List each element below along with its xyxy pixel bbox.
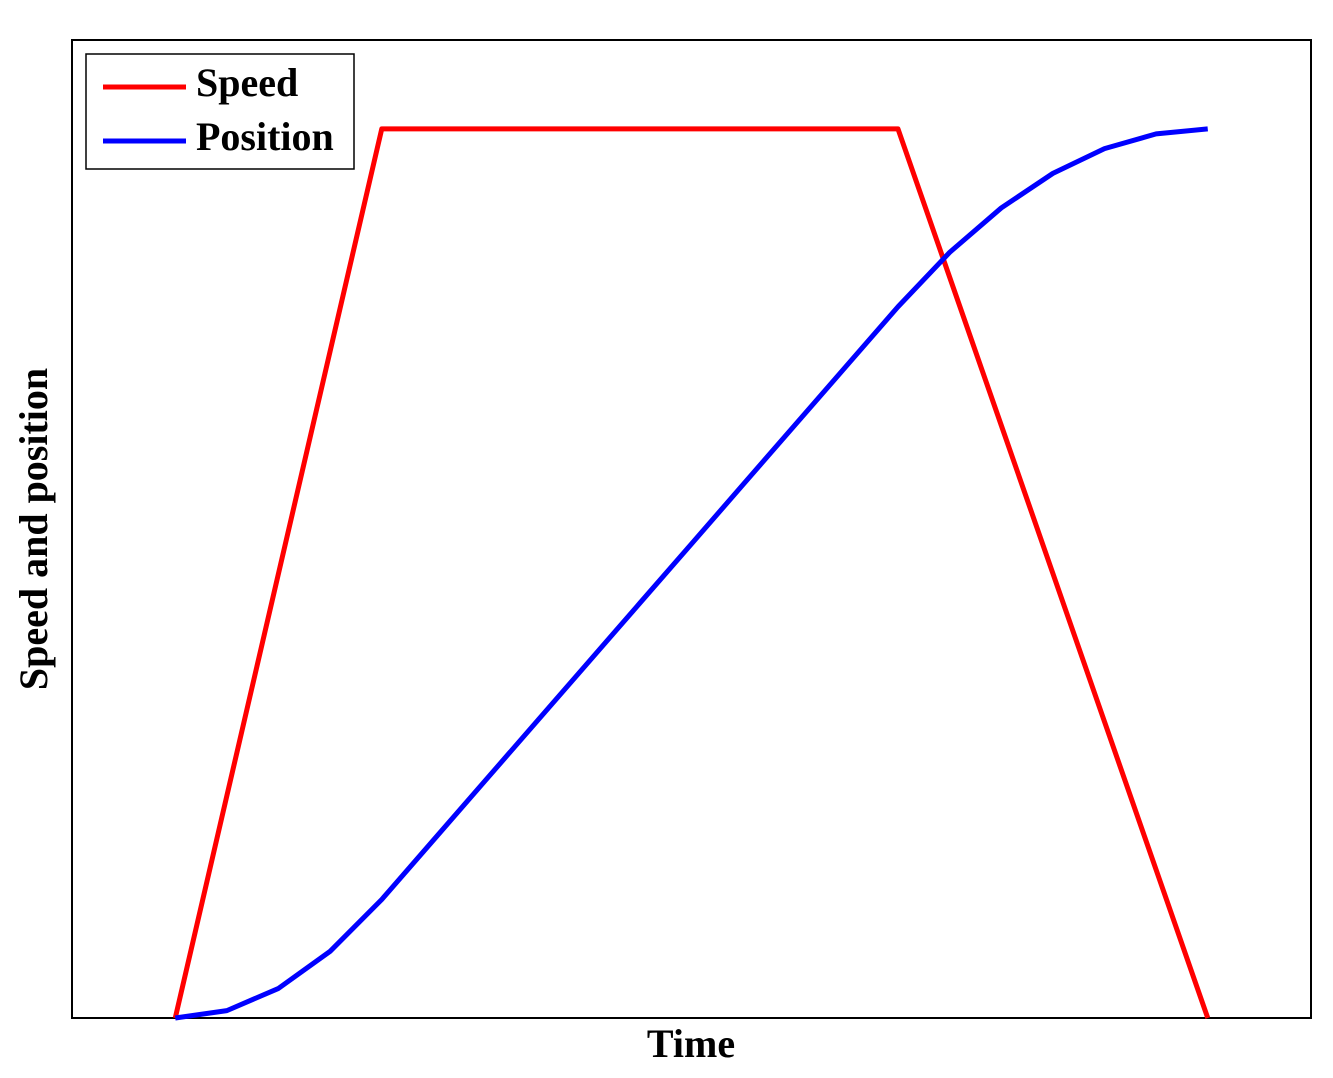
plot-frame: [71, 39, 1312, 1019]
x-axis-label: Time: [647, 1021, 735, 1066]
legend-box: [85, 53, 355, 170]
y-axis-label: Speed and position: [11, 368, 56, 690]
series-line: [172, 126, 1211, 1019]
legend-label: Speed: [196, 60, 298, 105]
lines: [172, 126, 1211, 1021]
legend: Speed Position: [103, 60, 334, 159]
series-line: [174, 126, 1208, 1021]
legend-label: Position: [196, 114, 334, 159]
